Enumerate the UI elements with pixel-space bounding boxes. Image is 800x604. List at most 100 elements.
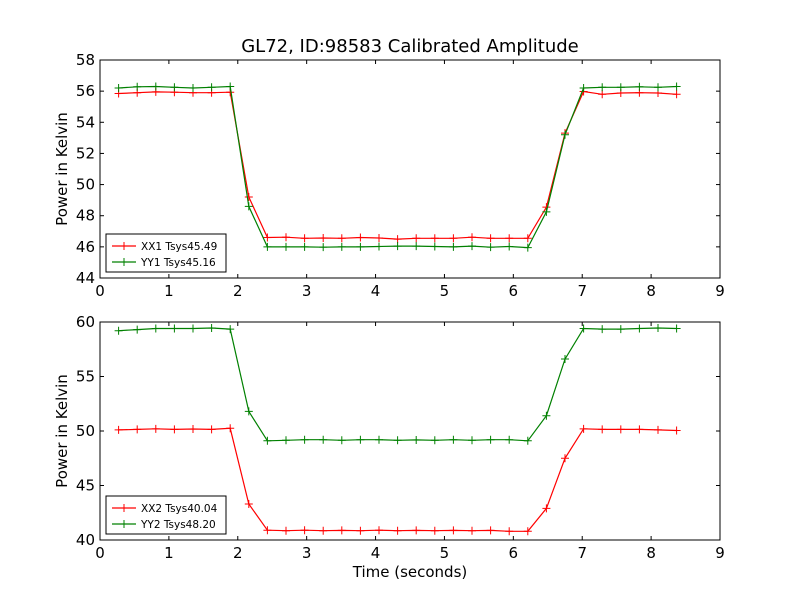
data-point <box>523 436 532 445</box>
data-point <box>114 425 123 434</box>
x-tick-label: 5 <box>440 282 450 300</box>
data-point <box>319 435 328 444</box>
data-point <box>449 526 458 535</box>
data-point <box>393 436 402 445</box>
y-tick-label: 50 <box>76 422 95 440</box>
data-point <box>226 82 235 91</box>
data-point <box>430 234 439 243</box>
series-1 <box>114 87 681 244</box>
data-point <box>337 234 346 243</box>
y-tick-label: 40 <box>76 531 95 549</box>
y-tick-label: 46 <box>76 238 95 256</box>
data-point <box>151 424 160 433</box>
data-point <box>244 407 253 416</box>
legend-marker <box>120 520 128 528</box>
legend-frame <box>105 495 227 535</box>
data-point <box>151 82 160 91</box>
data-point <box>523 243 532 252</box>
data-point <box>505 242 514 251</box>
data-point <box>561 130 569 139</box>
y-axis-label: Power in Kelvin <box>53 112 71 226</box>
data-point <box>133 325 142 334</box>
x-tick-label: 0 <box>95 544 105 562</box>
data-point <box>468 242 476 251</box>
legend: XX1 Tsys45.49 YY1 Tsys45.16 <box>105 233 227 273</box>
figure-title: GL72, ID:98583 Calibrated Amplitude <box>241 36 579 57</box>
x-tick-label: 3 <box>302 544 312 562</box>
data-point <box>616 83 625 92</box>
data-point <box>635 82 644 91</box>
data-point <box>598 425 607 434</box>
x-tick-label: 9 <box>715 544 725 562</box>
data-point <box>133 425 142 434</box>
data-point <box>672 426 681 435</box>
data-point <box>207 83 216 92</box>
data-point <box>244 500 253 509</box>
legend-label: XX2 Tsys40.04 <box>141 503 218 515</box>
legend-marker <box>120 504 128 512</box>
data-point <box>523 234 532 243</box>
data-point <box>561 355 569 364</box>
x-tick-label: 7 <box>577 282 587 300</box>
data-point <box>561 454 569 463</box>
data-point <box>393 526 402 535</box>
x-tick-label: 5 <box>440 544 450 562</box>
data-point <box>282 233 290 242</box>
data-point <box>189 324 197 333</box>
data-point <box>672 82 681 91</box>
data-point <box>505 435 514 444</box>
legend-marker <box>120 242 128 250</box>
x-tick-label: 7 <box>577 544 587 562</box>
data-point <box>300 435 309 444</box>
y-tick-label: 60 <box>76 313 95 331</box>
data-point <box>114 84 123 93</box>
series-1 <box>114 424 681 536</box>
legend-marker <box>120 258 128 266</box>
data-point <box>244 193 253 202</box>
data-point <box>468 233 476 242</box>
data-point <box>375 526 383 535</box>
x-axis-label: Time (seconds) <box>352 563 468 581</box>
data-point <box>170 324 179 333</box>
data-point <box>393 235 402 244</box>
x-tick-label: 4 <box>371 544 381 562</box>
data-point <box>635 425 644 434</box>
data-point <box>170 425 179 434</box>
data-point <box>598 90 607 99</box>
data-point <box>430 436 439 445</box>
x-tick-label: 4 <box>371 282 381 300</box>
data-point <box>616 325 625 334</box>
data-point <box>282 526 290 535</box>
data-point <box>486 234 495 243</box>
data-point <box>282 242 290 251</box>
legend-frame <box>105 233 227 273</box>
y-tick-label: 44 <box>76 269 95 287</box>
data-point <box>523 527 532 536</box>
data-point <box>598 325 607 334</box>
x-tick-label: 6 <box>509 544 519 562</box>
data-point <box>356 526 365 535</box>
y-axis-label: Power in Kelvin <box>53 374 71 488</box>
x-tick-label: 9 <box>715 282 725 300</box>
data-point <box>654 83 662 92</box>
data-point <box>337 526 346 535</box>
x-tick-label: 6 <box>509 282 519 300</box>
data-point <box>133 82 142 91</box>
data-point <box>672 324 681 333</box>
data-point <box>654 323 662 332</box>
data-point <box>263 242 272 251</box>
data-point <box>356 242 365 251</box>
data-point <box>170 83 179 92</box>
data-point <box>430 526 439 535</box>
y-tick-label: 56 <box>76 82 95 100</box>
data-point <box>393 242 402 251</box>
x-tick-label: 3 <box>302 282 312 300</box>
data-point <box>672 90 681 99</box>
x-tick-label: 1 <box>164 282 174 300</box>
data-point <box>263 233 272 242</box>
y-tick-label: 52 <box>76 144 95 162</box>
data-point <box>654 425 662 434</box>
data-point <box>263 526 272 535</box>
